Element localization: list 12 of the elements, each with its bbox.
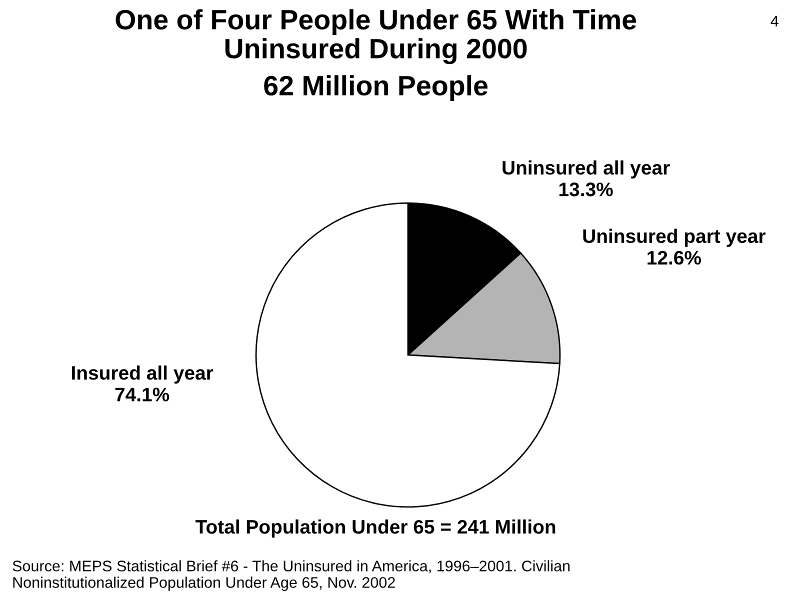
source-note: Source: MEPS Statistical Brief #6 - The Uninsured in America, 1996–2001. Civilian Noninstitutionalized Population Under Age 65, Nov. 2002 [12,560,570,591]
slice-label: Insured all year [72,366,214,384]
slice-label: Uninsured all year [502,160,670,178]
data-label: 13.3% [559,182,613,196]
text: 4 [770,16,778,26]
text: Total Population Under 65 = 241 Million [196,519,556,538]
chart-subtitle: 62 Million People [264,75,488,102]
data-label: 74.1% [115,388,170,402]
pie-slice [255,202,560,508]
data-label: 12.6% [648,250,701,265]
chart-title: One of Four People Under 65 With Time Uninsured During 2000 [116,9,636,64]
slice-label: Uninsured part year [583,228,766,247]
